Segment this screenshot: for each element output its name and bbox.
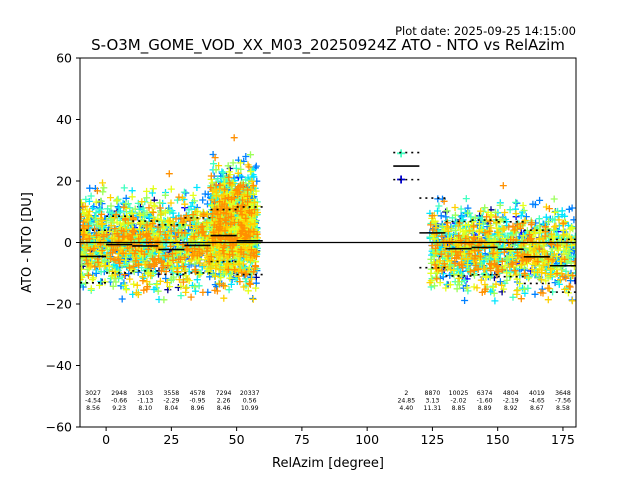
x-tick-label: 125 — [420, 432, 444, 447]
bin-std: 4.40 — [399, 405, 413, 412]
y-tick-label: 60 — [56, 51, 72, 66]
bin-count: 4578 — [190, 390, 206, 397]
y-tick-label: −20 — [46, 297, 72, 312]
bin-count: 3648 — [555, 390, 571, 397]
x-axis: 0 25 50 75 100 125 150 175 — [102, 427, 575, 447]
y-axis: −60 −40 −20 0 20 40 60 — [46, 51, 80, 435]
bin-count: 2 — [404, 390, 408, 397]
bin-mean: -0.95 — [189, 398, 205, 405]
bin-count: 2948 — [111, 390, 127, 397]
bin-count: 4804 — [503, 390, 519, 397]
x-tick-label: 150 — [486, 432, 510, 447]
bin-mean: 24.85 — [397, 398, 415, 405]
bin-std: 8.85 — [452, 405, 466, 412]
bin-count: 3103 — [137, 390, 153, 397]
bin-count: 8870 — [425, 390, 441, 397]
bin-mean: -1.13 — [137, 398, 153, 405]
y-tick-label: 20 — [56, 174, 72, 189]
bin-annotations: 3027-4.548.56 2948-0.669.23 3103-1.138.10 3… — [85, 390, 571, 412]
bin-mean: -1.60 — [477, 398, 493, 405]
bin-std: 8.46 — [217, 405, 231, 412]
bin-count: 3558 — [163, 390, 179, 397]
bin-std: 9.23 — [112, 405, 126, 412]
x-tick-label: 25 — [163, 432, 179, 447]
y-tick-label: −40 — [46, 358, 72, 373]
bin-count: 3027 — [85, 390, 101, 397]
y-tick-label: 0 — [64, 235, 72, 250]
y-axis-label: ATO - NTO [DU] — [20, 192, 35, 293]
bin-count: 10025 — [449, 390, 469, 397]
bin-mean: 3.13 — [426, 398, 440, 405]
bin-std: 8.58 — [556, 405, 570, 412]
bin-std: 8.92 — [504, 405, 518, 412]
bin-mean: -0.66 — [111, 398, 127, 405]
bin-std: 10.99 — [241, 405, 259, 412]
bin-mean: 0.56 — [243, 398, 257, 405]
bin-mean: -7.56 — [555, 398, 571, 405]
x-tick-label: 100 — [355, 432, 379, 447]
bin-std: 8.56 — [86, 405, 100, 412]
bin-statistics — [80, 151, 576, 293]
bin-std: 8.96 — [191, 405, 205, 412]
bin-count: 20337 — [240, 390, 260, 397]
plot-date: Plot date: 2025-09-25 14:15:00 — [395, 24, 576, 38]
bin-mean: -2.29 — [163, 398, 179, 405]
bin-count: 4019 — [529, 390, 545, 397]
bin-count: 6374 — [477, 390, 493, 397]
bin-mean: -2.02 — [451, 398, 467, 405]
y-tick-label: −60 — [46, 420, 72, 435]
bin-mean: -4.65 — [529, 398, 545, 405]
scatter-points — [80, 134, 576, 305]
bin-std: 8.67 — [530, 405, 544, 412]
bin-std: 8.10 — [138, 405, 152, 412]
x-tick-label: 50 — [229, 432, 245, 447]
x-axis-label: RelAzim [degree] — [272, 456, 384, 471]
bin-std: 8.89 — [478, 405, 492, 412]
x-tick-label: 75 — [294, 432, 310, 447]
bin-std: 11.31 — [424, 405, 442, 412]
x-tick-label: 0 — [102, 432, 110, 447]
x-tick-label: 175 — [551, 432, 575, 447]
bin-std: 8.04 — [164, 405, 178, 412]
chart-title: S-O3M_GOME_VOD_XX_M03_20250924Z ATO - NT… — [91, 36, 565, 55]
bin-mean: -2.19 — [503, 398, 519, 405]
y-tick-label: 40 — [56, 112, 72, 127]
bin-mean: 2.26 — [217, 398, 231, 405]
bin-mean: -4.54 — [85, 398, 101, 405]
bin-count: 7294 — [216, 390, 232, 397]
